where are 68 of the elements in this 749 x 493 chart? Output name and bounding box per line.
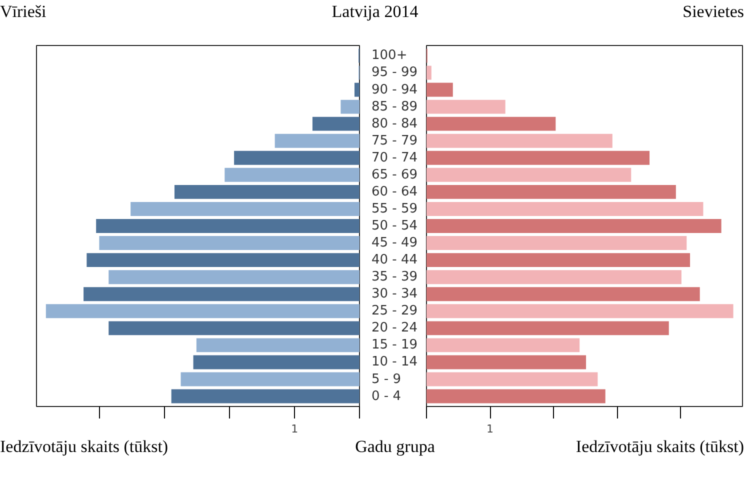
y-tick-label: 75 - 79 bbox=[372, 133, 418, 148]
bar bbox=[171, 389, 360, 404]
bar bbox=[224, 168, 360, 182]
bar bbox=[193, 355, 360, 370]
bar bbox=[426, 253, 690, 268]
bar bbox=[274, 134, 360, 148]
bar bbox=[426, 134, 612, 148]
chart-title: Vīrieši bbox=[0, 1, 46, 23]
bar bbox=[426, 116, 556, 131]
y-tick-label: 55 - 59 bbox=[372, 201, 418, 216]
bar bbox=[426, 270, 682, 284]
bar bbox=[354, 82, 360, 97]
bar bbox=[426, 389, 606, 404]
y-tick-label: 5 - 9 bbox=[372, 372, 401, 387]
bar bbox=[426, 219, 722, 233]
y-axis-title: Gadu grupa bbox=[355, 436, 435, 458]
bar bbox=[426, 372, 598, 386]
y-tick-label: 10 - 14 bbox=[372, 354, 418, 370]
bar bbox=[340, 100, 360, 114]
y-tick-label: 80 - 84 bbox=[372, 116, 418, 132]
bar bbox=[426, 321, 669, 336]
y-tick-label: 35 - 39 bbox=[372, 270, 418, 285]
bar bbox=[426, 287, 700, 302]
x-axis-title: Iedzīvotāju skaits (tūkst) bbox=[0, 436, 168, 458]
y-tick-label: 90 - 94 bbox=[372, 82, 418, 98]
bar bbox=[234, 150, 360, 165]
bar bbox=[426, 66, 432, 80]
bar bbox=[426, 184, 676, 199]
bar bbox=[84, 287, 360, 302]
y-tick-label: 85 - 89 bbox=[372, 99, 418, 114]
bar bbox=[86, 253, 360, 268]
bar bbox=[174, 184, 360, 199]
y-tick-label: 20 - 24 bbox=[372, 320, 418, 336]
bar bbox=[108, 321, 360, 336]
bar bbox=[426, 355, 586, 370]
bar bbox=[426, 82, 453, 97]
bar bbox=[426, 100, 506, 114]
y-tick-label: 100+ bbox=[372, 48, 408, 64]
y-tick-label: 70 - 74 bbox=[372, 150, 418, 166]
bar bbox=[426, 150, 650, 165]
chart-title: Sievietes bbox=[682, 1, 744, 23]
text: 1 bbox=[291, 422, 298, 436]
bar bbox=[426, 202, 704, 216]
x-axis-title: Iedzīvotāju skaits (tūkst) bbox=[576, 436, 744, 458]
text: 1 bbox=[486, 422, 494, 436]
bar bbox=[99, 236, 360, 250]
bar bbox=[426, 168, 632, 182]
bar bbox=[180, 372, 360, 386]
y-tick-label: 0 - 4 bbox=[372, 388, 401, 404]
bar bbox=[96, 219, 360, 233]
bar bbox=[196, 338, 360, 352]
y-tick-label: 15 - 19 bbox=[372, 338, 418, 353]
y-tick-label: 95 - 99 bbox=[372, 65, 418, 80]
bar bbox=[312, 116, 360, 131]
y-tick-label: 25 - 29 bbox=[372, 304, 418, 319]
bar bbox=[426, 338, 580, 352]
bar bbox=[130, 202, 360, 216]
y-tick-label: 65 - 69 bbox=[372, 167, 418, 182]
y-tick-label: 45 - 49 bbox=[372, 236, 418, 251]
bar bbox=[426, 236, 687, 250]
y-tick-label: 30 - 34 bbox=[372, 286, 418, 302]
y-tick-label: 60 - 64 bbox=[372, 184, 418, 200]
y-tick-label: 40 - 44 bbox=[372, 252, 418, 268]
bar bbox=[46, 304, 360, 318]
y-tick-label: 50 - 54 bbox=[372, 218, 418, 234]
chart-subtitle: Latvija 2014 bbox=[332, 1, 418, 23]
bar bbox=[108, 270, 360, 284]
bar bbox=[426, 304, 734, 318]
